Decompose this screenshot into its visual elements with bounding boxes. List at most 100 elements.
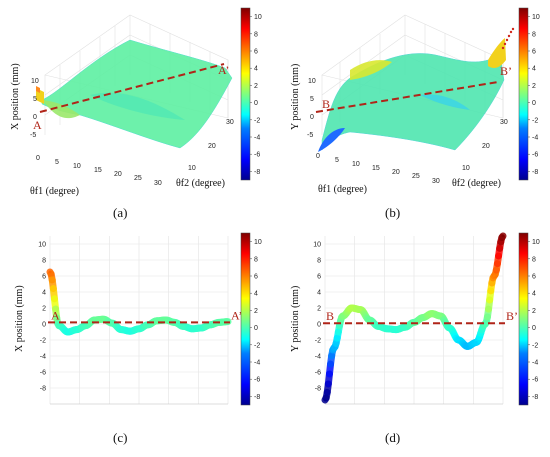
y-tick-label: 6 [317, 274, 321, 281]
colorbar-tick-label: 0 [532, 325, 536, 332]
panel-a-xtick: 5 [55, 159, 59, 166]
data-point [421, 316, 425, 319]
y-tick-label: -2 [40, 338, 46, 345]
panel-b: B B’ 10 5 0 -5 Y position (mm) 0 5 10 15… [290, 7, 540, 220]
panel-a-surface-peak-tip [36, 86, 40, 93]
data-point [483, 322, 487, 326]
colorbar-tick-label: 6 [254, 274, 258, 281]
panel-b-ylabel: θf2 (degree) [452, 178, 501, 189]
panel-b-xtick: 10 [352, 161, 360, 168]
colorbar-tick-label: 4 [254, 291, 258, 298]
panel-d: 10 8 6 4 2 0 -2 -4 -6 -8 B B’ Y position (mm) (d) -… [290, 232, 540, 445]
data-point [128, 329, 132, 333]
colorbar-tick-label: -8 [532, 394, 538, 401]
data-point [359, 308, 362, 311]
colorbar-tick-label: 4 [532, 66, 536, 73]
panel-b-ztick: 0 [310, 114, 314, 121]
y-tick-label: -2 [315, 338, 321, 345]
y-tick-label: 8 [317, 258, 321, 265]
colorbar-tick-label: 6 [532, 49, 536, 56]
colorbar-tick-label: -2 [532, 117, 538, 124]
colorbar-tick-label: 2 [532, 308, 536, 315]
data-point [385, 327, 389, 331]
panel-a-zlabel: X position (mm) [10, 63, 21, 130]
y-tick-label: -6 [40, 370, 46, 377]
colorbar-tick-label: -2 [254, 117, 260, 124]
colorbar-gradient [518, 7, 529, 181]
panel-b-xtick: 15 [372, 165, 380, 172]
data-point [164, 318, 168, 322]
panel-c-colorbar: -8 -6 -4 -2 0 2 4 6 8 10 [240, 232, 262, 406]
panel-a-colorbar: -8 -6 -4 -2 0 2 4 6 8 10 [240, 7, 262, 181]
panel-d-plot: 10 8 6 4 2 0 -2 -4 -6 -8 B B’ [313, 232, 518, 405]
panel-a: A A’ 10 5 0 -5 X position (mm) 0 5 10 15… [10, 7, 262, 220]
panel-a-xlabel: θf1 (degree) [30, 186, 79, 197]
data-point [457, 338, 460, 342]
data-point [48, 270, 52, 274]
data-point [341, 314, 345, 318]
colorbar-tick-label: 6 [254, 49, 258, 56]
colorbar-tick-label: 8 [254, 256, 258, 263]
y-tick-label: 0 [42, 322, 46, 329]
data-point [57, 324, 61, 327]
colorbar-tick-label: 6 [532, 274, 536, 281]
data-point [474, 341, 478, 344]
panel-b-surface-rise [488, 38, 506, 68]
panel-b-ztick: -5 [307, 132, 313, 139]
y-tick-label: 0 [317, 322, 321, 329]
panel-b-peak-dots [501, 27, 515, 50]
panel-a-ztick: 0 [33, 114, 37, 121]
panel-b-zlabel: Y position (mm) [290, 64, 301, 130]
colorbar-tick-label: -8 [254, 169, 260, 176]
panel-b-reference-line [315, 81, 499, 113]
panel-b-ztick: 10 [308, 78, 316, 85]
colorbar-tick-label: -2 [254, 342, 260, 349]
y-tick-label: 2 [317, 306, 321, 313]
colorbar-tick-label: 4 [532, 291, 536, 298]
panel-a-xticks: 0 5 10 15 20 25 30 [36, 155, 162, 187]
colorbar-tick-label: 8 [254, 31, 258, 38]
y-tick-label: 4 [317, 290, 321, 297]
start-label: A [51, 308, 60, 322]
colorbar-tick-label: 8 [532, 256, 536, 263]
data-point [146, 323, 150, 327]
data-point [110, 321, 114, 325]
panel-b-ytick: 20 [482, 143, 490, 150]
data-point [191, 327, 194, 331]
panel-a-ztick: 5 [33, 96, 37, 103]
colorbar-tick-label: 2 [254, 83, 258, 90]
colorbar-tick-label: -4 [532, 360, 538, 367]
colorbar-tick-label: -2 [532, 342, 538, 349]
data-point [439, 314, 443, 318]
data-point [119, 328, 123, 331]
panel-b-xlabel: θf1 (degree) [318, 184, 367, 195]
data-point [208, 323, 212, 327]
data-point [137, 327, 141, 331]
panel-b-xticks: 0 5 10 15 20 25 30 [316, 153, 440, 185]
colorbar-tick-label: 8 [532, 31, 536, 38]
colorbar-tick-label: 2 [532, 83, 536, 90]
panel-b-xtick: 30 [432, 178, 440, 185]
colorbar-gradient [240, 7, 251, 181]
panel-c-caption: (c) [113, 430, 127, 445]
colorbar-tick-label: -8 [254, 394, 260, 401]
colorbar-tick-label: -4 [532, 135, 538, 142]
colorbar-tick-label: 4 [254, 66, 258, 73]
panel-d-caption: (d) [385, 430, 400, 445]
data-point [66, 330, 70, 334]
colorbar-tick-label: -8 [532, 169, 538, 176]
data-point [75, 328, 79, 331]
panel-b-ytick: 30 [500, 119, 508, 126]
panel-c: 10 8 6 4 2 0 -2 -4 -6 -8 A A’ X position (mm) (c) -… [14, 232, 262, 445]
panel-a-ytick: 30 [226, 119, 234, 126]
panel-a-xtick: 20 [114, 171, 122, 178]
colorbar-tick-label: 10 [254, 239, 262, 246]
colorbar-tick-label: 10 [532, 14, 540, 21]
colorbar-tick-label: 0 [254, 325, 258, 332]
panel-b-xtick: 20 [392, 169, 400, 176]
data-point [492, 274, 496, 278]
panel-a-surface [41, 39, 233, 149]
data-point [155, 319, 159, 323]
data-point [403, 325, 407, 329]
y-tick-label: 6 [42, 274, 46, 281]
